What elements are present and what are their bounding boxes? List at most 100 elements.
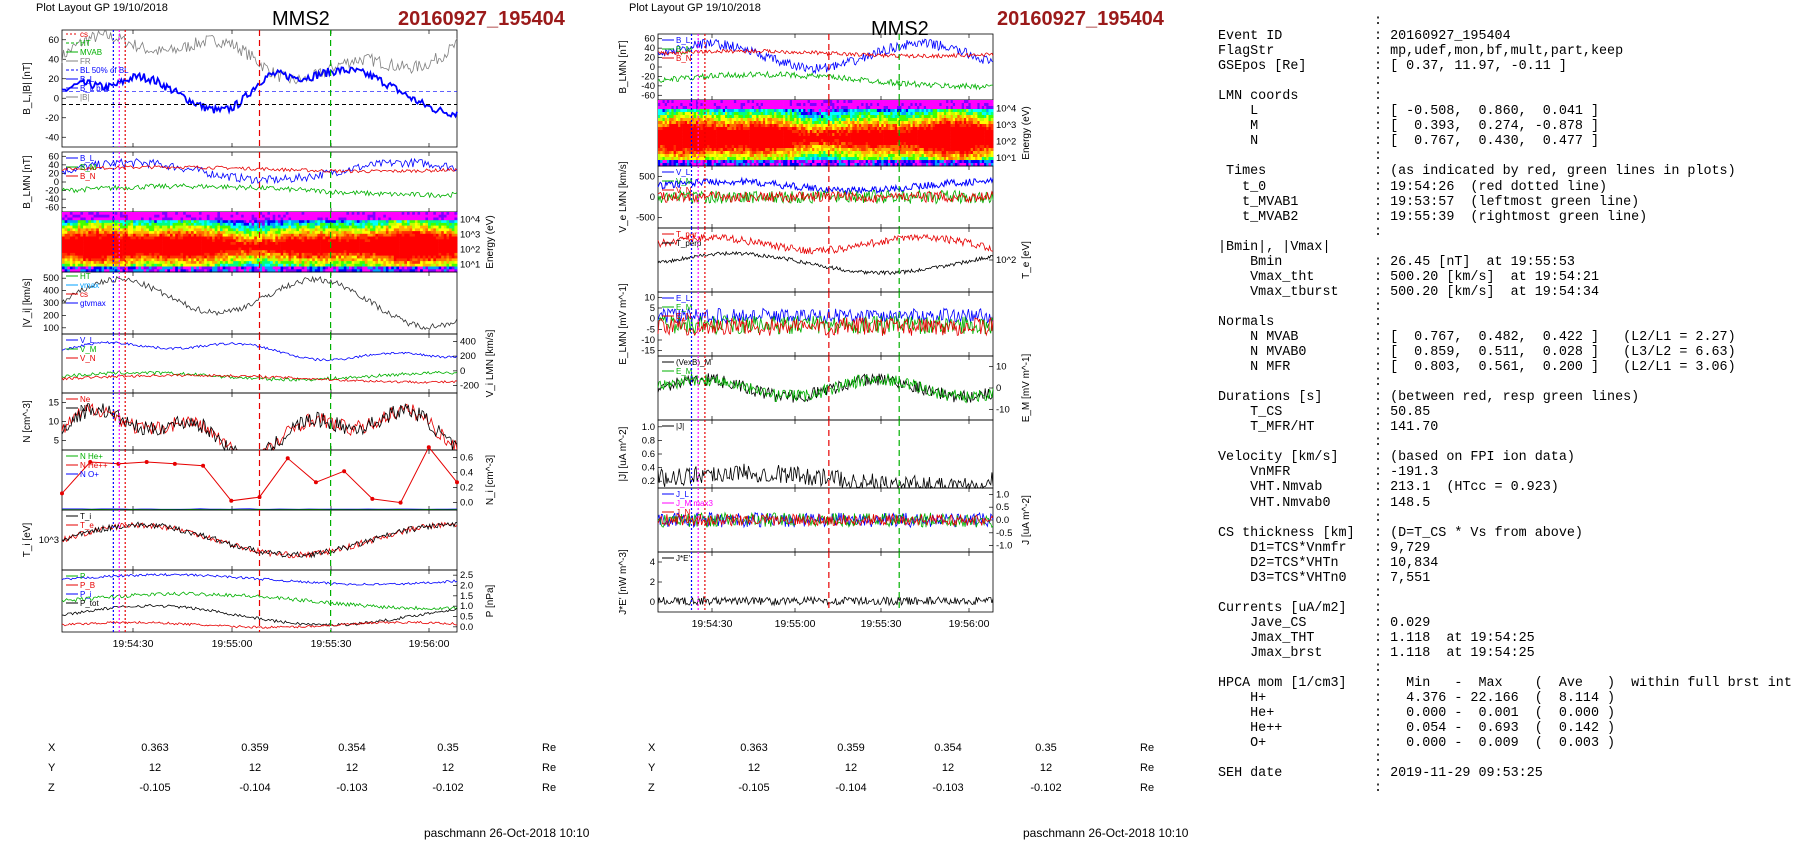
energy-heatmap-cell <box>335 258 339 262</box>
y-tick-label: 300 <box>43 298 59 309</box>
energy-heatmap-cell <box>112 252 115 256</box>
energy-heatmap-cell <box>407 228 410 232</box>
energy-heatmap-cell <box>196 269 200 273</box>
energy-heatmap-cell <box>709 163 712 167</box>
energy-heatmap-cell <box>285 233 289 237</box>
energy-heatmap-cell <box>658 106 661 110</box>
energy-heatmap-cell <box>729 115 733 119</box>
energy-heatmap-cell <box>691 118 695 122</box>
energy-heatmap-cell <box>222 220 226 224</box>
energy-heatmap-cell <box>75 228 79 232</box>
energy-heatmap-cell <box>720 115 724 119</box>
energy-heatmap-cell <box>346 266 350 270</box>
energy-heatmap-cell <box>333 231 337 235</box>
energy-heatmap-cell <box>275 255 279 259</box>
energy-heatmap-cell <box>67 225 71 229</box>
energy-heatmap-cell <box>776 121 779 125</box>
energy-heatmap-cell <box>230 244 234 248</box>
energy-heatmap-cell <box>325 228 329 232</box>
energy-heatmap-cell <box>727 115 730 119</box>
energy-heatmap-cell <box>293 220 297 224</box>
energy-heatmap-cell <box>188 252 192 256</box>
energy-heatmap-cell <box>409 252 413 256</box>
energy-heatmap-cell <box>662 157 666 161</box>
energy-heatmap-cell <box>98 228 102 232</box>
energy-heatmap-cell <box>689 121 692 125</box>
energy-heatmap-cell <box>454 242 458 246</box>
energy-heatmap-cell <box>96 263 100 267</box>
energy-heatmap-cell <box>778 145 782 149</box>
energy-heatmap-cell <box>72 212 76 216</box>
energy-heatmap-cell <box>193 252 197 256</box>
energy-heatmap-cell <box>272 231 276 235</box>
energy-heatmap-cell <box>778 106 782 110</box>
energy-heatmap-cell <box>80 231 84 235</box>
energy-heatmap-cell <box>67 214 71 218</box>
energy-heatmap-cell <box>264 228 268 232</box>
energy-heatmap-cell <box>101 258 105 262</box>
energy-heatmap-cell <box>763 100 766 104</box>
energy-heatmap-cell <box>296 225 300 229</box>
energy-heatmap-cell <box>393 217 397 221</box>
energy-heatmap-cell <box>83 258 87 262</box>
energy-heatmap-cell <box>306 255 310 259</box>
energy-heatmap-cell <box>736 145 739 149</box>
energy-heatmap-cell <box>212 220 216 224</box>
energy-heatmap-cell <box>77 266 81 270</box>
energy-heatmap-cell <box>689 142 692 146</box>
y-tick-label: 500 <box>43 273 59 284</box>
energy-heatmap-cell <box>67 220 71 224</box>
energy-heatmap-cell <box>138 255 142 259</box>
energy-heatmap-cell <box>658 163 661 167</box>
energy-heatmap-cell <box>270 225 273 229</box>
energy-heatmap-cell <box>77 220 81 224</box>
energy-heatmap-cell <box>343 255 347 259</box>
energy-heatmap-cell <box>742 154 746 158</box>
energy-heatmap-cell <box>433 222 437 226</box>
energy-heatmap-cell <box>428 261 431 265</box>
energy-heatmap-cell <box>277 263 281 267</box>
energy-heatmap-cell <box>349 212 352 216</box>
energy-heatmap-cell <box>736 139 739 143</box>
energy-heatmap-cell <box>141 263 144 267</box>
energy-heatmap-cell <box>702 103 706 107</box>
energy-heatmap-cell <box>235 214 239 218</box>
energy-heatmap-cell <box>409 214 413 218</box>
energy-heatmap-cell <box>718 115 721 119</box>
energy-heatmap-cell <box>729 145 733 149</box>
energy-heatmap-cell <box>687 112 690 116</box>
legend-label: Ne <box>80 395 91 404</box>
energy-heatmap-cell <box>720 151 724 155</box>
energy-heatmap-cell <box>780 109 784 113</box>
energy-heatmap-cell <box>146 242 150 246</box>
energy-heatmap-cell <box>293 222 297 226</box>
energy-heatmap-cell <box>351 258 355 262</box>
energy-heatmap-cell <box>335 247 339 251</box>
energy-heatmap-cell <box>393 250 397 254</box>
P-i-line <box>61 604 458 627</box>
energy-heatmap-cell <box>393 252 397 256</box>
energy-heatmap-cell <box>214 250 218 254</box>
energy-heatmap-cell <box>138 228 142 232</box>
energy-heatmap-cell <box>320 252 324 256</box>
energy-heatmap-cell <box>328 244 331 248</box>
energy-heatmap-cell <box>338 222 342 226</box>
energy-heatmap-cell <box>454 214 458 218</box>
energy-heatmap-cell <box>193 222 197 226</box>
energy-heatmap-cell <box>204 242 208 246</box>
energy-heatmap-cell <box>364 228 368 232</box>
energy-heatmap-cell <box>251 212 255 216</box>
energy-heatmap-cell <box>707 157 710 161</box>
energy-heatmap-cell <box>696 127 699 131</box>
energy-heatmap-cell <box>662 154 666 158</box>
energy-heatmap-cell <box>396 247 400 251</box>
energy-heatmap-cell <box>141 266 144 270</box>
energy-heatmap-cell <box>69 244 73 248</box>
energy-heatmap-cell <box>707 130 710 134</box>
energy-heatmap-cell <box>430 242 434 246</box>
energy-heatmap-cell <box>362 236 366 240</box>
energy-heatmap-cell <box>188 236 192 240</box>
energy-heatmap-cell <box>425 217 429 221</box>
energy-heatmap-cell <box>222 252 226 256</box>
energy-heatmap-cell <box>288 231 292 235</box>
